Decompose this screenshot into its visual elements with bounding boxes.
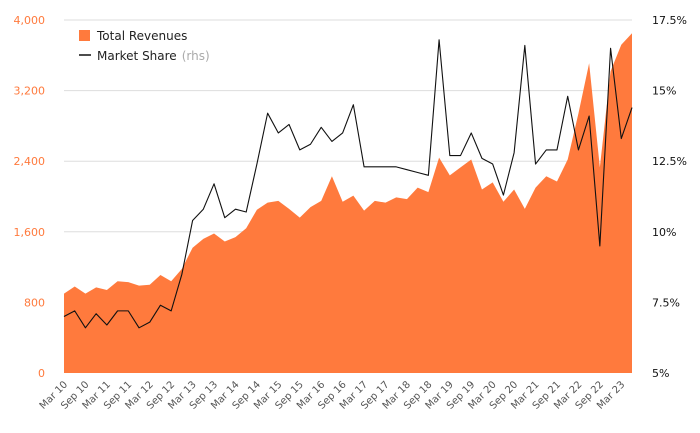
left-y-tick-label: 1,600 xyxy=(14,226,46,239)
legend-market-share-label-group: Market Share (rhs) xyxy=(97,49,210,63)
right-y-axis: 5% 7.5% 10% 12.5% 15% 17.5% xyxy=(652,14,687,380)
left-y-tick-label: 2,400 xyxy=(14,155,46,168)
legend: Total Revenues Market Share (rhs) xyxy=(79,29,210,63)
right-y-tick-label: 10% xyxy=(652,226,676,239)
legend-revenue-swatch xyxy=(79,30,90,41)
revenue-area-layer xyxy=(64,33,632,374)
right-y-tick-label: 17.5% xyxy=(652,14,687,27)
right-y-tick-label: 5% xyxy=(652,367,669,380)
series-total-revenues-area xyxy=(64,33,632,374)
left-y-tick-label: 0 xyxy=(38,367,45,380)
right-y-tick-label: 12.5% xyxy=(652,155,687,168)
market-share-line-layer xyxy=(63,39,633,329)
legend-revenue-label: Total Revenues xyxy=(96,29,187,43)
left-y-tick-label: 4,000 xyxy=(14,14,46,27)
left-y-tick-label: 3,200 xyxy=(14,85,46,98)
legend-market-share-rhs: (rhs) xyxy=(182,49,210,63)
right-y-tick-label: 15% xyxy=(652,85,676,98)
left-y-axis: 0 800 1,600 2,400 3,200 4,000 xyxy=(14,14,46,380)
series-market-share-line xyxy=(63,39,633,329)
left-y-tick-label: 800 xyxy=(24,296,45,309)
right-y-tick-label: 7.5% xyxy=(652,296,680,309)
legend-market-share-label: Market Share xyxy=(97,49,177,63)
